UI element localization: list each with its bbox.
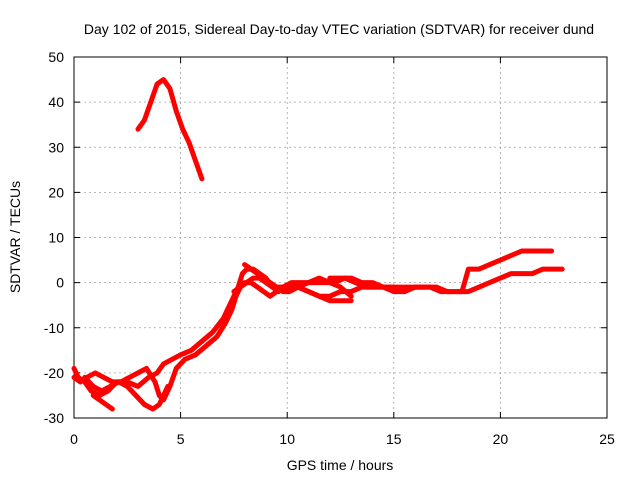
series-line-arc-9 [327, 275, 429, 295]
x-tick-label: 0 [70, 431, 78, 447]
series-line-arc-5 [90, 392, 115, 412]
y-tick-label: 20 [48, 184, 64, 200]
x-tick-label: 15 [386, 431, 402, 447]
y-tick-label: 0 [56, 275, 64, 291]
series-group [71, 77, 565, 412]
series-line-arc-2 [71, 266, 565, 398]
series-line-arc-4 [82, 374, 171, 412]
x-tick-label: 10 [279, 431, 295, 447]
chart-title: Day 102 of 2015, Sidereal Day-to-day VTE… [84, 21, 594, 37]
x-tick-label: 5 [177, 431, 185, 447]
series-line-arc-8 [295, 284, 354, 304]
series-line-arc-7 [231, 275, 282, 295]
y-tick-label: 30 [48, 139, 64, 155]
grid-lines [74, 57, 607, 418]
series-line-arc-3 [71, 248, 555, 403]
y-tick-label: 50 [48, 49, 64, 65]
series-line-arc-6 [242, 262, 354, 299]
x-axis-label: GPS time / hours [287, 457, 394, 473]
y-tick-label: -20 [44, 365, 64, 381]
series-line-arc-1 [135, 77, 205, 182]
y-tick-label: -30 [44, 410, 64, 426]
y-axis-label: SDTVAR / TECUs [7, 181, 23, 293]
x-tick-label: 20 [493, 431, 509, 447]
x-tick-label: 25 [599, 431, 615, 447]
y-tick-label: -10 [44, 320, 64, 336]
y-tick-label: 40 [48, 94, 64, 110]
y-tick-label: 10 [48, 230, 64, 246]
axis-ticks: 0 5 10 15 20 25 -30 -20 -10 0 10 20 30 40 50 [44, 49, 615, 447]
